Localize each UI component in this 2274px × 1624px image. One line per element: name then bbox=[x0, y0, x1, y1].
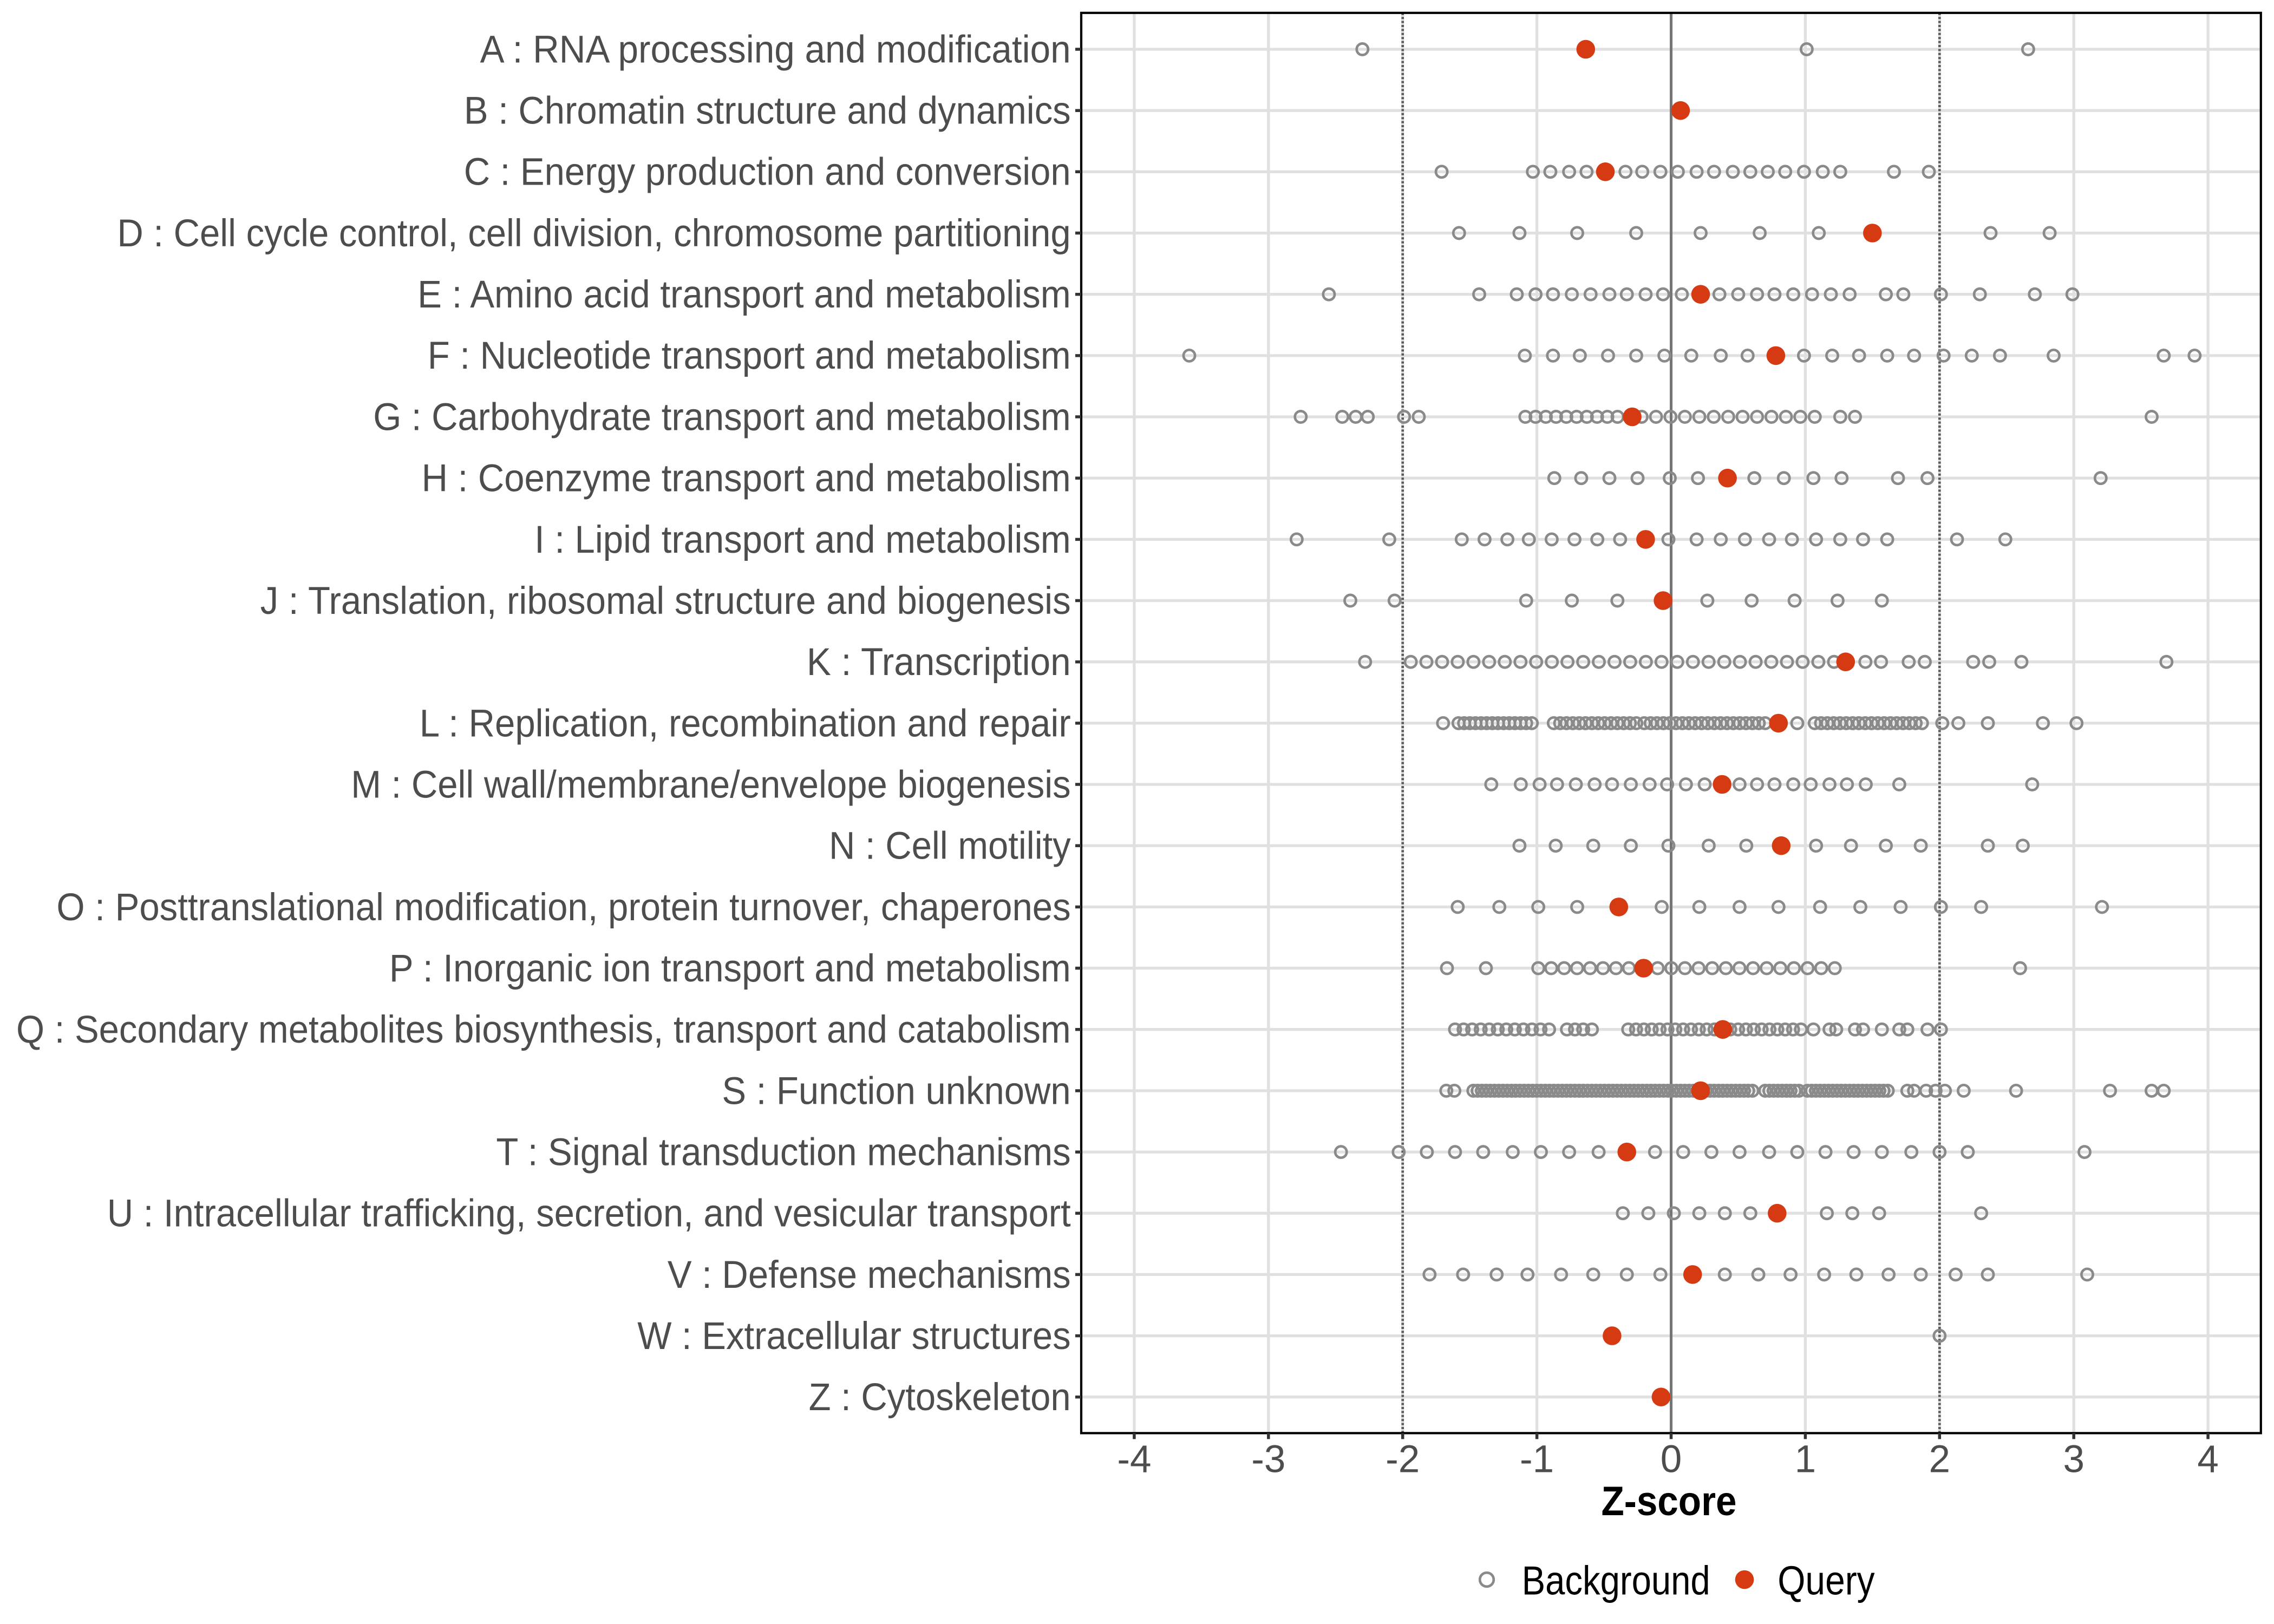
svg-text:2: 2 bbox=[1929, 1438, 1951, 1481]
svg-text:S : Function unknown: S : Function unknown bbox=[722, 1070, 1070, 1112]
svg-text:Z : Cytoskeleton: Z : Cytoskeleton bbox=[809, 1376, 1071, 1419]
svg-text:N : Cell motility: N : Cell motility bbox=[829, 825, 1071, 868]
svg-text:D : Cell cycle control, cell d: D : Cell cycle control, cell division, c… bbox=[117, 212, 1070, 255]
svg-text:4: 4 bbox=[2197, 1438, 2219, 1481]
svg-text:0: 0 bbox=[1661, 1438, 1682, 1481]
svg-text:-1: -1 bbox=[1520, 1438, 1554, 1481]
svg-text:M : Cell wall/membrane/envelop: M : Cell wall/membrane/envelope biogenes… bbox=[351, 763, 1071, 806]
svg-text:L : Replication, recombination: L : Replication, recombination and repai… bbox=[420, 702, 1071, 745]
svg-text:F : Nucleotide transport and m: F : Nucleotide transport and metabolism bbox=[428, 335, 1071, 377]
svg-text:Query: Query bbox=[1778, 1558, 1875, 1603]
svg-text:1: 1 bbox=[1795, 1438, 1816, 1481]
svg-text:O : Posttranslational modifica: O : Posttranslational modification, prot… bbox=[56, 886, 1070, 929]
svg-text:Z-score: Z-score bbox=[1602, 1478, 1737, 1524]
svg-text:C : Energy production and conv: C : Energy production and conversion bbox=[464, 151, 1071, 194]
svg-text:G : Carbohydrate transport and: G : Carbohydrate transport and metabolis… bbox=[373, 396, 1071, 438]
svg-text:P : Inorganic ion transport an: P : Inorganic ion transport and metaboli… bbox=[389, 947, 1071, 990]
svg-text:K : Transcription: K : Transcription bbox=[807, 641, 1071, 684]
svg-text:I : Lipid transport and metabo: I : Lipid transport and metabolism bbox=[534, 519, 1071, 561]
svg-text:-3: -3 bbox=[1251, 1438, 1285, 1481]
svg-text:Q : Secondary metabolites bios: Q : Secondary metabolites biosynthesis, … bbox=[16, 1009, 1071, 1051]
svg-text:H : Coenzyme transport and met: H : Coenzyme transport and metabolism bbox=[422, 457, 1071, 500]
svg-text:U : Intracellular trafficking,: U : Intracellular trafficking, secretion… bbox=[107, 1193, 1071, 1235]
svg-text:B : Chromatin structure and dy: B : Chromatin structure and dynamics bbox=[464, 90, 1071, 133]
svg-text:Background: Background bbox=[1522, 1558, 1710, 1603]
svg-text:W : Extracellular structures: W : Extracellular structures bbox=[637, 1315, 1071, 1358]
svg-text:A : RNA processing and modific: A : RNA processing and modification bbox=[480, 28, 1071, 71]
svg-text:V : Defense mechanisms: V : Defense mechanisms bbox=[668, 1254, 1071, 1296]
svg-text:E : Amino acid transport and m: E : Amino acid transport and metabolism bbox=[417, 273, 1071, 316]
svg-text:J : Translation, ribosomal str: J : Translation, ribosomal structure and… bbox=[260, 580, 1071, 623]
svg-text:-4: -4 bbox=[1117, 1438, 1151, 1481]
svg-text:3: 3 bbox=[2063, 1438, 2084, 1481]
svg-text:-2: -2 bbox=[1386, 1438, 1420, 1481]
svg-text:T : Signal transduction mechan: T : Signal transduction mechanisms bbox=[496, 1131, 1070, 1174]
